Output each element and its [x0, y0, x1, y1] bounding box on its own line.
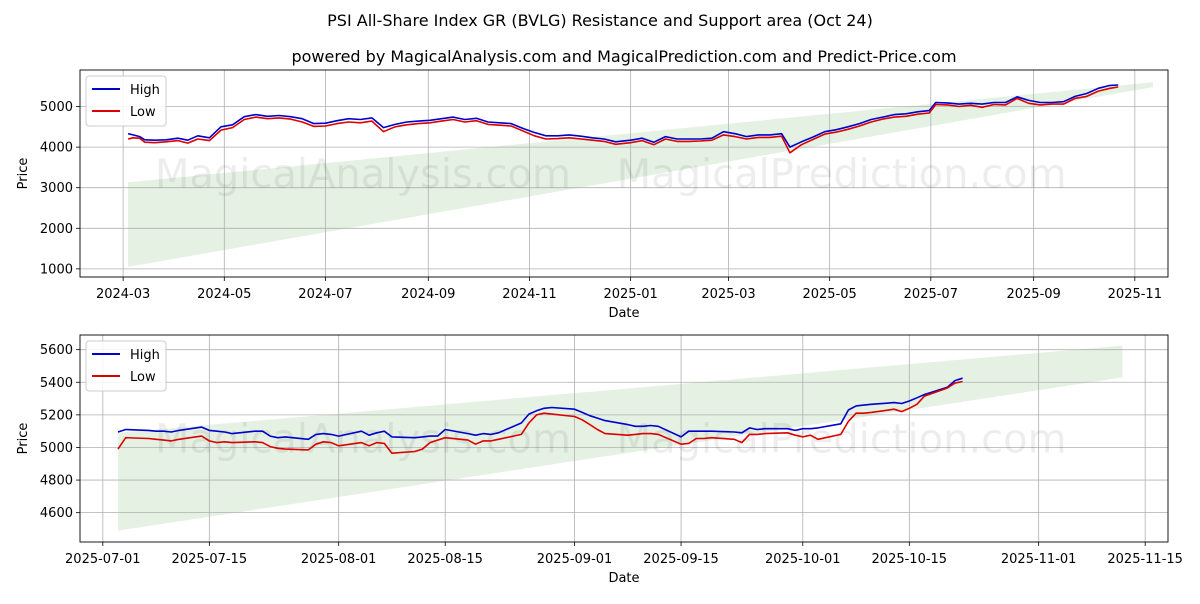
series-line-low: [127, 86, 1119, 154]
x-tick-label: 2025-11-15: [1107, 552, 1183, 567]
y-tick-label: 2000: [40, 222, 73, 237]
x-tick-label: 2025-01: [603, 287, 657, 302]
plot-frame: [79, 334, 1169, 543]
y-tick-label: 1000: [40, 262, 73, 277]
x-tick-label: 2025-08-01: [301, 552, 377, 567]
x-tick-label: 2025-11-01: [1001, 552, 1077, 567]
series-line-low: [117, 380, 963, 455]
x-tick-label: 2024-09: [401, 287, 455, 302]
y-axis-label: Price: [16, 423, 31, 455]
chart-panel-1: 1000 2000 3000 4000 5000 2024-03 2024-05 2024-0…: [16, 69, 1169, 321]
grid-lines: [80, 70, 1168, 277]
series-line-high: [117, 377, 963, 441]
plot-frame: [79, 69, 1169, 278]
y-tick-label: 4800: [40, 474, 73, 489]
x-axis-label: Date: [608, 306, 639, 321]
x-tick-label: 2025-07-15: [172, 552, 248, 567]
legend-label-low: Low: [130, 370, 156, 385]
y-tick-label: 5000: [40, 441, 73, 456]
x-tick-label: 2024-07: [298, 287, 352, 302]
legend: High Low: [85, 340, 167, 392]
x-tick-label: 2024-05: [197, 287, 251, 302]
chart-title: PSI All-Share Index GR (BVLG) Resistance…: [327, 11, 873, 30]
y-tick-label: 5000: [40, 100, 73, 115]
x-tick-label: 2024-03: [96, 287, 150, 302]
legend-label-low: Low: [130, 105, 156, 120]
y-tick-label: 4600: [40, 506, 73, 521]
legend: High Low: [85, 75, 167, 127]
chart-subtitle: powered by MagicalAnalysis.com and Magic…: [291, 47, 956, 66]
chart-panel-2: 4600 4800 5000 5200 5400 5600 2025-07-01 2025-0…: [16, 334, 1183, 586]
x-tick-label: 2025-09-15: [643, 552, 719, 567]
x-tick-label: 2025-09-01: [537, 552, 613, 567]
series-line-high: [127, 84, 1119, 148]
x-tick-label: 2025-11: [1108, 287, 1162, 302]
x-tick-label: 2024-11: [502, 287, 556, 302]
x-tick-label: 2025-09: [1006, 287, 1060, 302]
x-tick-label: 2025-10-01: [765, 552, 841, 567]
y-tick-label: 4000: [40, 141, 73, 156]
x-axis-label: Date: [608, 571, 639, 586]
grid-lines: [80, 335, 1168, 542]
y-tick-label: 5200: [40, 408, 73, 423]
x-tick-label: 2025-08-15: [407, 552, 483, 567]
watermark: MagicalPrediction.com: [617, 152, 1067, 198]
y-tick-label: 3000: [40, 181, 73, 196]
support-resistance-band: [128, 82, 1154, 267]
y-axis-label: Price: [16, 158, 31, 190]
x-tick-label: 2025-07-01: [65, 552, 141, 567]
y-tick-label: 5400: [40, 376, 73, 391]
legend-label-high: High: [130, 83, 160, 98]
support-resistance-band: [118, 345, 1123, 531]
y-tick-label: 5600: [40, 343, 73, 358]
watermark: MagicalAnalysis.com: [155, 152, 571, 198]
x-tick-label: 2025-03: [701, 287, 755, 302]
x-tick-label: 2025-07: [904, 287, 958, 302]
watermark: MagicalAnalysis.com: [155, 417, 571, 463]
x-tick-label: 2025-10-15: [872, 552, 948, 567]
x-tick-label: 2025-05: [802, 287, 856, 302]
legend-label-high: High: [130, 348, 160, 363]
watermark: MagicalPrediction.com: [617, 417, 1067, 463]
